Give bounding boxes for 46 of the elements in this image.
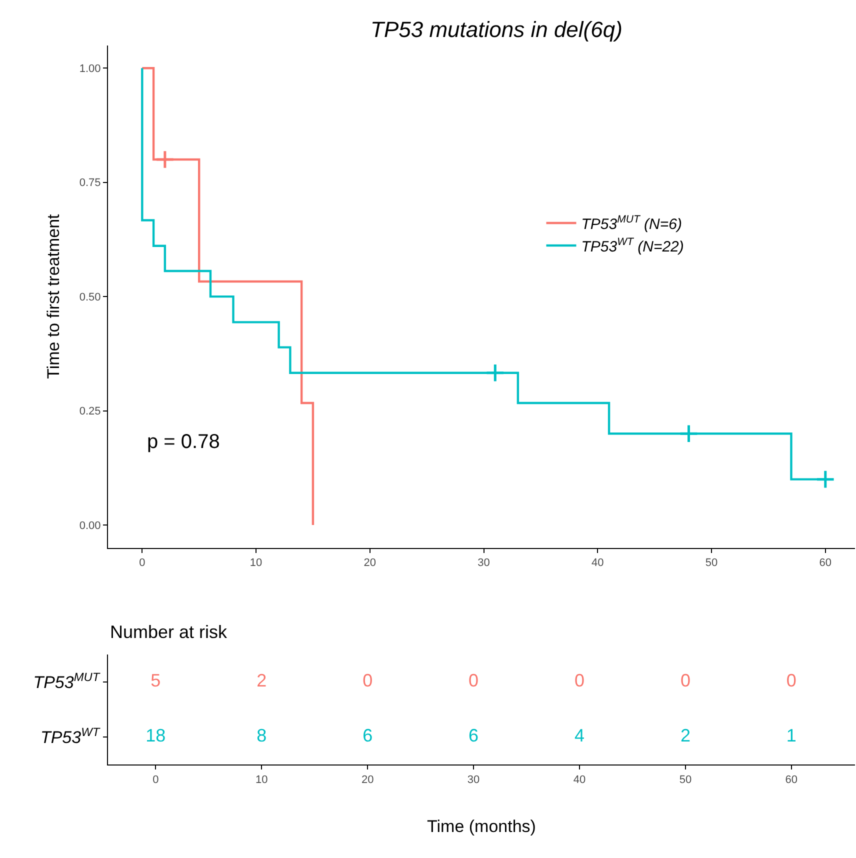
x-axis-title: Time (months) [427, 817, 536, 836]
point [816, 470, 836, 489]
y-tick-label: TP53$^{WT}$ [40, 724, 100, 748]
x-tick-label: 20 [361, 774, 374, 786]
data-label: 2 [680, 726, 690, 746]
x-tick-label: 50 [679, 774, 692, 786]
x-tick-label: 50 [705, 557, 718, 570]
chart-title: Number at risk [110, 622, 228, 642]
data-label: 4 [574, 726, 585, 746]
data-label: 6 [468, 726, 479, 746]
data-label: 6 [362, 726, 373, 746]
data-label: 2 [256, 670, 267, 691]
point [679, 424, 698, 444]
y-tick-label: TP53$^{MUT}$ [33, 670, 100, 692]
legend-label: TP53$^{MUT}$ (N=6) [581, 214, 682, 233]
x-tick-label: 0 [152, 774, 159, 786]
chart-title: TP53 mutations in del(6q) [370, 16, 622, 42]
data-label: 0 [362, 670, 373, 691]
annotation: p = 0.78 [147, 431, 220, 453]
point [155, 150, 175, 170]
y-tick-label: 0.50 [79, 291, 101, 304]
x-tick-label: 60 [785, 774, 798, 786]
x-tick-label: 40 [592, 557, 604, 570]
data-label: 0 [680, 670, 690, 691]
x-tick-label: 40 [573, 774, 586, 786]
x-tick-label: 0 [139, 557, 146, 570]
x-tick-label: 30 [478, 557, 490, 570]
data-label: 8 [256, 726, 267, 746]
data-label: 5 [150, 670, 161, 691]
data-label: 18 [146, 726, 166, 746]
y-tick-label: 0.25 [79, 406, 101, 418]
x-tick-label: 60 [819, 557, 832, 570]
x-tick-label: 10 [250, 557, 262, 570]
x-tick-label: 30 [467, 774, 480, 786]
x-tick-label: 10 [256, 774, 268, 786]
data-label: 1 [786, 726, 796, 746]
y-tick-label: 0.00 [79, 520, 101, 532]
data-label: 0 [786, 670, 796, 691]
point [486, 363, 505, 383]
legend-label: TP53$^{WT}$ (N=22) [581, 236, 684, 256]
data-label: 0 [468, 670, 479, 691]
data-label: 0 [574, 670, 585, 691]
y-axis-title: Time to first treatment [44, 214, 63, 379]
y-tick-label: 1.00 [79, 62, 101, 75]
y-tick-label: 0.75 [79, 177, 101, 190]
x-tick-label: 20 [364, 557, 376, 570]
